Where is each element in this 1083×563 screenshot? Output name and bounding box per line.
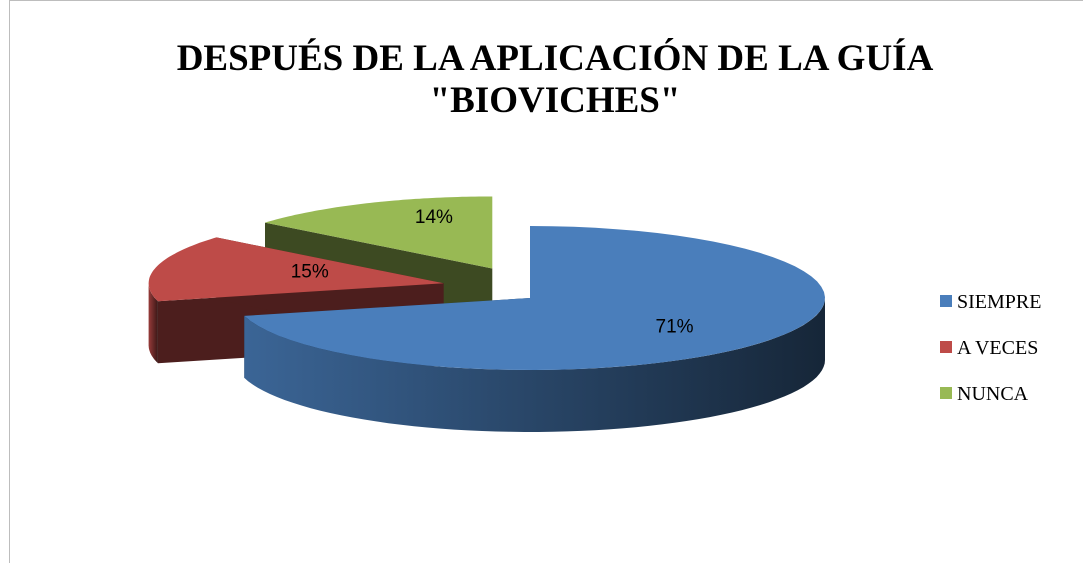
legend-label: NUNCA (957, 383, 1029, 405)
slice-wall (148, 283, 158, 364)
chart-title: "BIOVICHES" (430, 80, 681, 121)
legend-swatch (940, 341, 952, 353)
slice-top (148, 237, 444, 302)
slice-top (265, 196, 493, 269)
slice-wall (244, 298, 826, 432)
data-label: 71% (656, 316, 694, 337)
chart-title: DESPUÉS DE LA APLICACIÓN DE LA GUÍA (177, 37, 934, 79)
legend-swatch (940, 295, 952, 307)
legend-swatch (940, 387, 952, 399)
legend-label: SIEMPRE (957, 291, 1041, 313)
slice-top (244, 226, 826, 370)
pie-slice (244, 226, 826, 432)
data-label: 14% (415, 207, 453, 228)
legend-label: A VECES (957, 337, 1038, 359)
data-label: 15% (291, 262, 329, 283)
